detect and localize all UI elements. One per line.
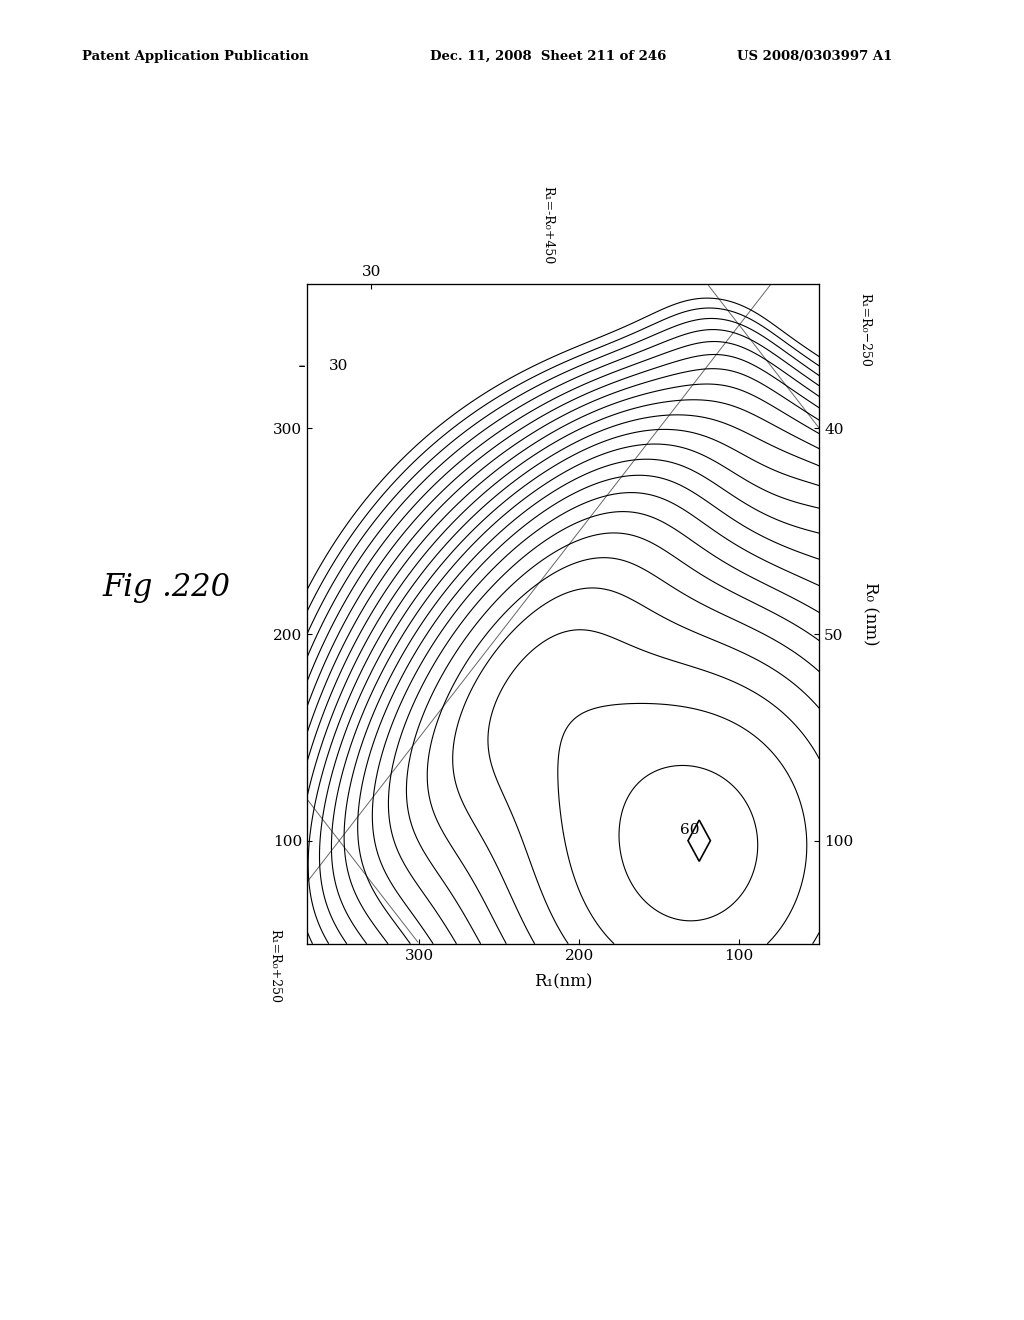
Text: 60: 60 <box>680 824 699 837</box>
X-axis label: R₁(nm): R₁(nm) <box>534 974 593 991</box>
Text: R₁=R₀+250: R₁=R₀+250 <box>268 929 281 1003</box>
Text: Fig .220: Fig .220 <box>102 572 230 603</box>
Text: R₁=-R₀+450: R₁=-R₀+450 <box>542 186 554 264</box>
Text: Dec. 11, 2008  Sheet 211 of 246: Dec. 11, 2008 Sheet 211 of 246 <box>430 50 667 63</box>
Text: R₁=R₀−250: R₁=R₀−250 <box>859 293 871 367</box>
Y-axis label: R₀ (nm): R₀ (nm) <box>861 582 879 645</box>
Text: 30: 30 <box>329 359 348 374</box>
Text: US 2008/0303997 A1: US 2008/0303997 A1 <box>737 50 893 63</box>
Text: Patent Application Publication: Patent Application Publication <box>82 50 308 63</box>
